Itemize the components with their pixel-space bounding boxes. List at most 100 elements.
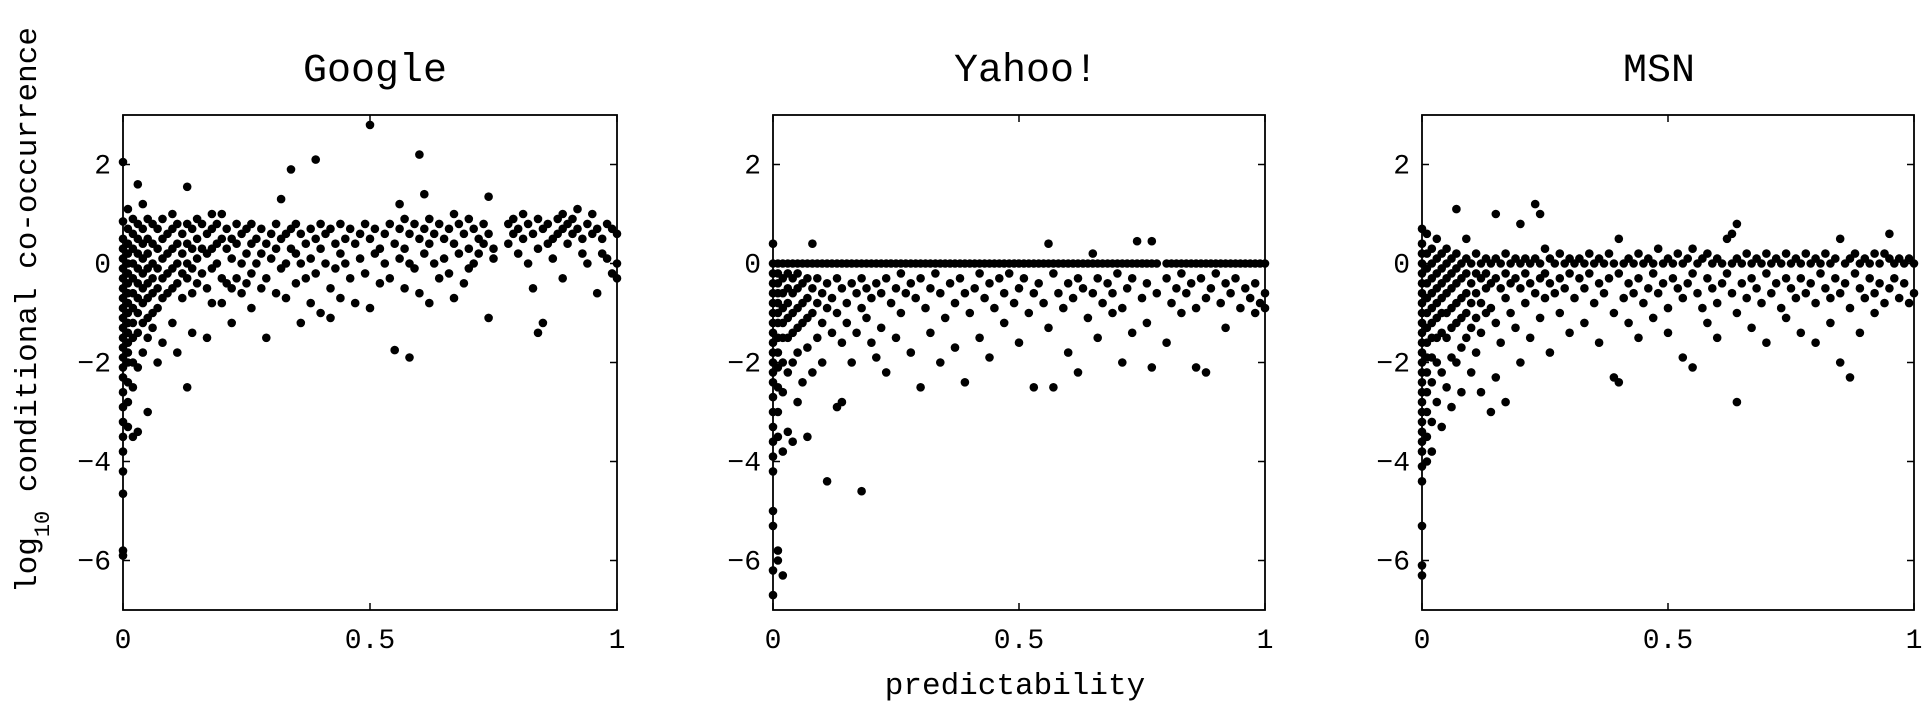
scatter-point [1462,288,1471,298]
scatter-point [896,308,906,318]
scatter-point [1442,383,1451,392]
scatter-point [1653,244,1663,253]
scatter-point [1029,383,1039,392]
scatter-point [380,229,390,239]
scatter-point [857,303,866,313]
scatter-point [489,254,498,263]
scatter-point [1796,274,1806,283]
scatter-point [1870,308,1879,318]
scatter-point [1885,229,1894,239]
scatter-point [1427,417,1437,427]
scatter-point [1673,249,1683,258]
scatter-point [400,284,409,293]
scatter-point [1063,348,1073,357]
scatter-point [1019,274,1029,283]
scatter-point [1904,298,1914,308]
scatter-point [1732,219,1742,229]
scatter-point [513,224,523,234]
scatter-point [896,269,906,278]
scatter-point [1221,323,1230,333]
scatter-point [793,348,802,357]
scatter-point [1427,244,1437,253]
scatter-point [212,219,222,229]
scatter-point [1865,259,1874,268]
scatter-point [326,284,335,293]
panel-yahoo-axes-box [772,114,1266,611]
scatter-point [1447,402,1456,412]
scatter-point [592,288,602,298]
scatter-point [143,407,152,417]
y-axis-label-rest: conditional co-occurrence [11,27,46,511]
scatter-point [558,274,567,283]
scatter-point [1717,279,1727,288]
scatter-point [773,546,783,555]
scatter-point [1496,284,1505,293]
scatter-point [321,259,330,268]
scatter-point [803,293,812,303]
scatter-point [227,284,236,293]
scatter-point [1211,269,1221,278]
scatter-point [242,279,251,288]
scatter-point [1698,303,1707,313]
scatter-point [832,308,842,318]
scatter-point [395,199,404,209]
scatter-point [425,214,434,224]
scatter-point [1201,368,1211,377]
panel-google-points [118,120,622,560]
scatter-point [1796,259,1806,268]
scatter-point [862,284,871,293]
scatter-point [1231,274,1240,283]
scatter-point [788,437,797,447]
scatter-point [1801,288,1811,298]
scatter-point [817,358,827,367]
scatter-point [1727,229,1737,239]
scatter-point [1668,274,1678,283]
scatter-point [1496,259,1505,268]
scatter-point [1816,269,1825,278]
scatter-point [1762,249,1771,258]
scatter-point [1663,328,1673,338]
scatter-point [1476,387,1486,397]
scatter-point [1530,288,1540,298]
scatter-point [872,353,881,362]
scatter-point [602,254,612,263]
scatter-point [128,383,138,392]
scatter-point [808,239,817,248]
scatter-point [1506,308,1515,318]
scatter-point [1049,269,1058,278]
scatter-point [1516,358,1525,367]
scatter-point [222,244,231,253]
scatter-point [291,219,301,229]
scatter-point [980,293,989,303]
scatter-point [1442,333,1451,343]
scatter-point [1703,318,1712,328]
scatter-point [837,397,847,407]
scatter-point [1437,368,1446,377]
scatter-point [1555,308,1565,318]
scatter-point [911,293,920,303]
scatter-point [1226,288,1235,298]
scatter-point [1422,229,1432,239]
scatter-point [182,383,192,392]
scatter-point [217,234,227,244]
scatter-point [916,383,925,392]
scatter-point [1432,358,1442,367]
scatter-point [484,192,493,201]
scatter-point [1078,284,1088,293]
scatter-point [434,274,444,283]
scatter-point [1648,313,1658,323]
scatter-point [360,269,370,278]
scatter-point [583,219,592,229]
scatter-point [1186,279,1196,288]
scatter-point [906,279,916,288]
scatter-point [1088,288,1098,298]
scatter-point [257,224,266,234]
scatter-point [138,224,148,234]
scatter-point [1501,249,1510,258]
scatter-point [528,229,538,239]
scatter-point [1570,293,1579,303]
scatter-point [1585,269,1594,278]
scatter-point [504,239,513,248]
